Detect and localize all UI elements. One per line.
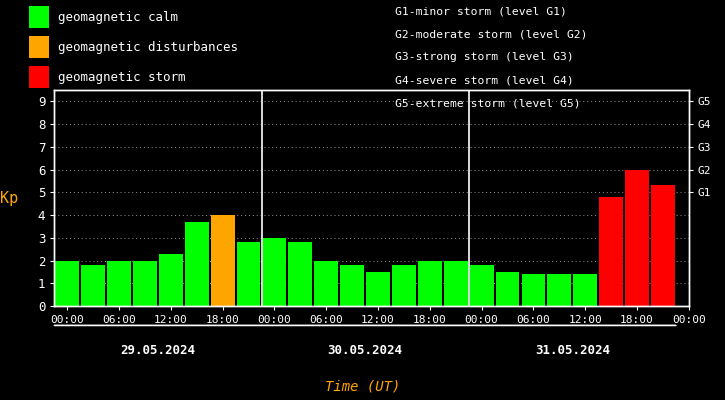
Bar <box>340 265 364 306</box>
Text: G2-moderate storm (level G2): G2-moderate storm (level G2) <box>395 29 588 39</box>
Text: 30.05.2024: 30.05.2024 <box>328 344 402 357</box>
Text: G1-minor storm (level G1): G1-minor storm (level G1) <box>395 6 567 16</box>
Bar <box>547 274 571 306</box>
Text: geomagnetic storm: geomagnetic storm <box>58 70 186 84</box>
Bar <box>262 238 286 306</box>
Bar <box>470 265 494 306</box>
Bar <box>185 222 209 306</box>
Text: G5-extreme storm (level G5): G5-extreme storm (level G5) <box>395 99 581 109</box>
Text: geomagnetic disturbances: geomagnetic disturbances <box>58 40 238 54</box>
Text: 31.05.2024: 31.05.2024 <box>535 344 610 357</box>
Bar <box>418 260 442 306</box>
Text: G4-severe storm (level G4): G4-severe storm (level G4) <box>395 76 574 86</box>
Bar <box>236 242 260 306</box>
Bar <box>55 260 79 306</box>
Text: Time (UT): Time (UT) <box>325 380 400 394</box>
Text: G3-strong storm (level G3): G3-strong storm (level G3) <box>395 52 574 62</box>
Bar <box>651 186 675 306</box>
Bar <box>289 242 312 306</box>
Bar <box>159 254 183 306</box>
Bar <box>573 274 597 306</box>
Bar <box>444 260 468 306</box>
Bar <box>625 170 649 306</box>
Bar <box>496 272 519 306</box>
Text: 29.05.2024: 29.05.2024 <box>120 344 196 357</box>
Text: geomagnetic calm: geomagnetic calm <box>58 10 178 24</box>
Bar <box>107 260 131 306</box>
Bar <box>211 215 235 306</box>
Text: Kp: Kp <box>0 190 18 206</box>
Bar <box>315 260 338 306</box>
Bar <box>521 274 545 306</box>
Bar <box>133 260 157 306</box>
Bar <box>599 197 623 306</box>
Bar <box>81 265 105 306</box>
Bar <box>392 265 416 306</box>
Bar <box>366 272 390 306</box>
